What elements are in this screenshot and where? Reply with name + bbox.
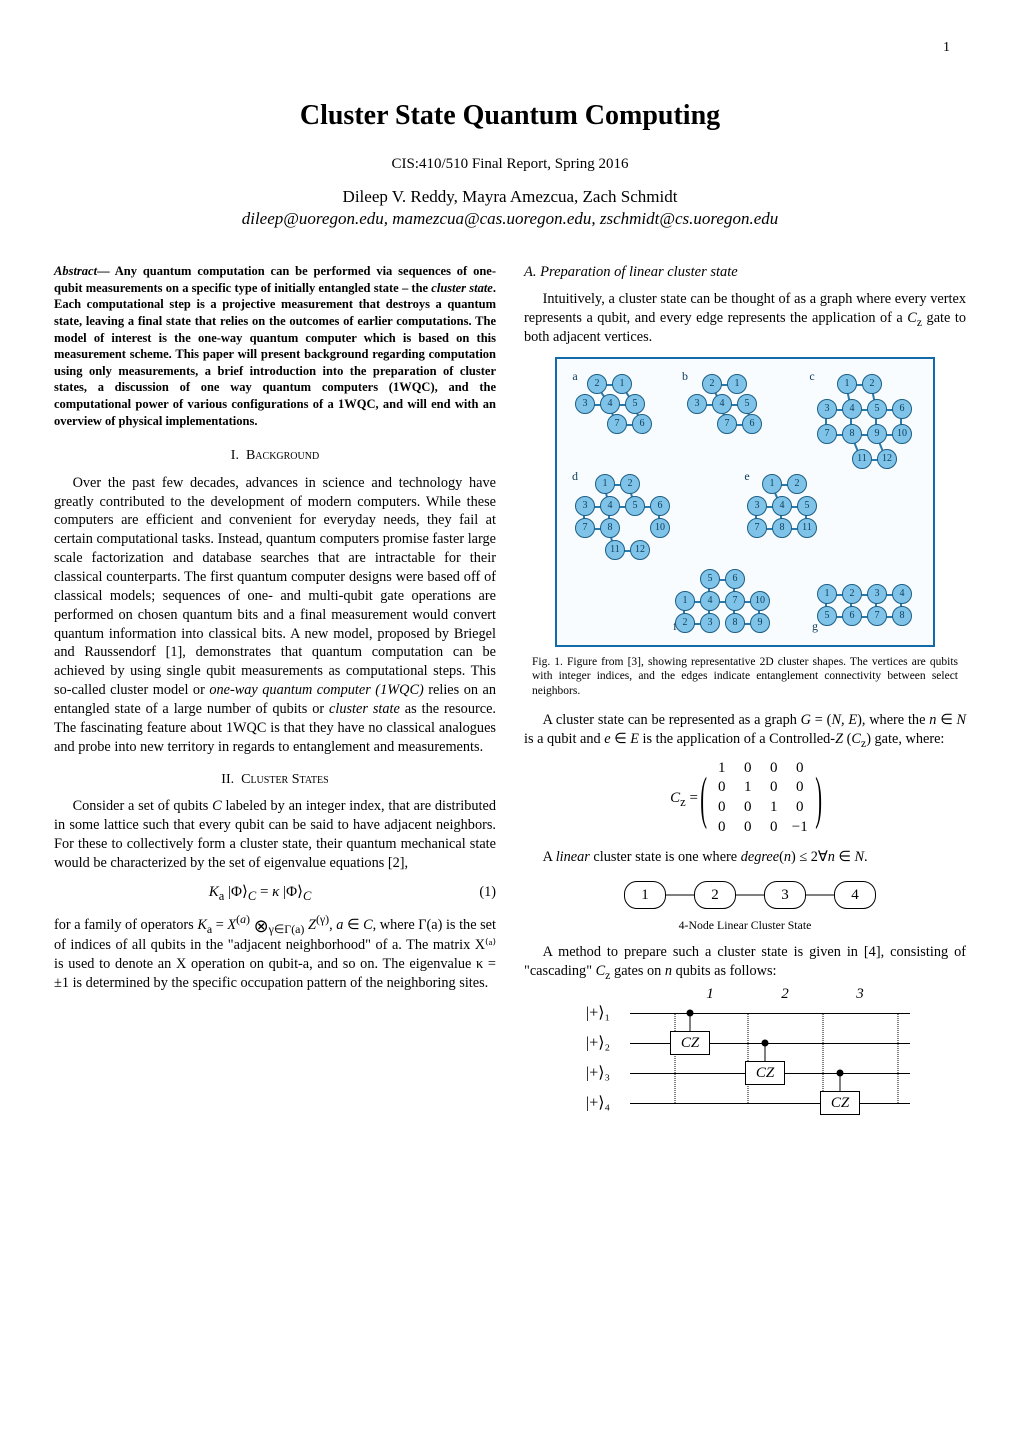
abstract-term-cluster-state: cluster state [431,281,493,295]
sec1-text-a: Over the past few decades, advances in s… [54,475,496,698]
subsection-A-paragraph-2: A cluster state can be represented as a … [524,711,966,749]
cz-gate: CZ [820,1091,860,1115]
section-2-heading: II. Cluster States [54,771,496,789]
cz-matrix-equation: Cz = ( 100001000010000−1 ) [524,759,966,838]
left-column: Abstract— Any quantum computation can be… [54,263,496,1121]
circuit-step-label: 1 [706,985,714,1005]
abstract-lead: Abstract [54,264,97,278]
linear-cluster-caption: 4-Node Linear Cluster State [524,918,966,934]
abstract: Abstract— Any quantum computation can be… [54,263,496,429]
ket-label: |+⟩₄ [586,1092,610,1113]
figure-1-graphic: a2134576b2134576c123456789101112d1234567… [555,357,935,647]
course-subtitle: CIS:410/510 Final Report, Spring 2016 [54,156,966,173]
figure-1-caption: Fig. 1. Figure from [3], showing represe… [532,655,958,699]
subsection-A-heading: A. Preparation of linear cluster state [524,263,966,282]
section-2-paragraph-2: for a family of operators Ka = X(a) ⊗γ∈Γ… [54,912,496,992]
section-1-paragraph: Over the past few decades, advances in s… [54,474,496,757]
abstract-text-1: — Any quantum computation can be perform… [54,264,496,295]
cz-circuit-diagram: 123|+⟩₁|+⟩₂|+⟩₃|+⟩₄CZCZCZ [580,991,910,1121]
sec2-p2-a: for a family of operators [54,917,197,933]
subsection-A-paragraph-1: Intuitively, a cluster state can be thou… [524,290,966,347]
linear-node: 4 [834,881,876,909]
linear-cluster-diagram: 1234 [605,875,885,915]
subsection-A-paragraph-4: A method to prepare such a cluster state… [524,943,966,981]
linear-node: 3 [764,881,806,909]
sec2-text-a: Consider a set of qubits [73,798,213,814]
right-column: A. Preparation of linear cluster state I… [524,263,966,1121]
section-1-heading: I. Background [54,447,496,465]
sec2-cal-C: C [212,798,222,814]
ket-label: |+⟩₂ [586,1032,610,1053]
sec1-term-cluster-state: cluster state [329,701,400,717]
figure-1: a2134576b2134576c123456789101112d1234567… [524,357,966,647]
ket-label: |+⟩₃ [586,1062,610,1083]
subsection-A-paragraph-3: A linear cluster state is one where degr… [524,848,966,867]
sec1-term-1wqc: one-way quantum computer (1WQC) [209,682,423,698]
p3-a: A [543,849,556,865]
paper-title: Cluster State Quantum Computing [54,100,966,132]
linear-node: 1 [624,881,666,909]
section-1-title: Background [246,448,319,463]
page-number: 1 [943,40,950,56]
cz-gate: CZ [670,1031,710,1055]
circuit-step-label: 2 [781,985,789,1005]
p3-linear: linear [556,849,590,865]
author-emails: dileep@uoregon.edu, mamezcua@cas.uoregon… [54,209,966,229]
abstract-text-2: . Each computational step is a projectiv… [54,281,496,428]
section-2-number: II. [221,772,234,787]
section-2-title: Cluster States [241,772,329,787]
cz-matrix: 100001000010000−1 [709,759,813,838]
equation-1-body: Ka |Φ⟩C = κ |Φ⟩C [54,883,466,903]
circuit-step-label: 3 [856,985,864,1005]
cz-gate: CZ [745,1061,785,1085]
ket-label: |+⟩₁ [586,1002,610,1023]
section-1-number: I. [231,448,239,463]
section-2-paragraph-1: Consider a set of qubits C labeled by an… [54,797,496,872]
author-names: Dileep V. Reddy, Mayra Amezcua, Zach Sch… [54,187,966,207]
equation-1: Ka |Φ⟩C = κ |Φ⟩C (1) [54,883,496,903]
linear-node: 2 [694,881,736,909]
equation-1-number: (1) [466,883,496,902]
